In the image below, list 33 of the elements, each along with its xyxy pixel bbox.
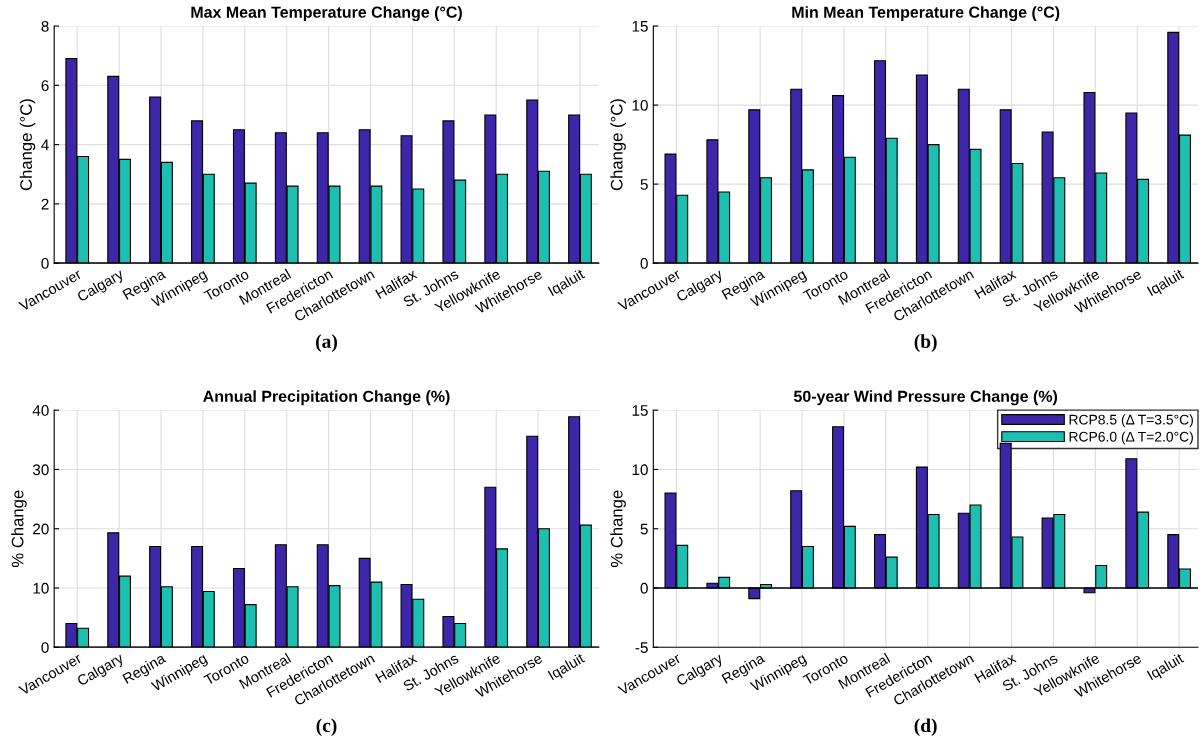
y-tick-label: 20: [33, 523, 49, 535]
y-tick-label: 30: [32, 464, 49, 476]
y-axis-title: Change (°C): [610, 99, 626, 191]
y-tick-label: 10: [632, 99, 648, 111]
y-tick-label: 0: [41, 258, 49, 269]
legend-label: RCP6.0 (Δ T=2.0°C): [1069, 431, 1193, 445]
y-tick-label: 6: [41, 80, 49, 91]
chart-title: Min Mean Temperature Change (°C): [792, 6, 1060, 22]
chart-title: Max Mean Temperature Change (°C): [191, 6, 462, 22]
y-tick-label: 15: [632, 21, 648, 32]
y-tick-label: 40: [32, 405, 49, 416]
text: (c): [316, 718, 337, 737]
y-tick-label: 5: [640, 179, 648, 190]
y-axis-title: % Change: [610, 490, 626, 568]
y-tick-label: 4: [41, 139, 49, 151]
legend-label: RCP8.5 (Δ T=3.5°C): [1069, 414, 1193, 428]
y-tick-label: 0: [640, 582, 648, 594]
y-tick-label: -5: [635, 642, 648, 653]
text: (a): [316, 334, 337, 352]
text: (d): [914, 718, 937, 737]
y-tick-label: 2: [41, 198, 49, 210]
y-tick-label: 10: [632, 464, 648, 476]
chart-title: 50-year Wind Pressure Change (%): [793, 390, 1058, 406]
y-axis-title: Change (°C): [19, 99, 36, 191]
y-tick-label: 10: [33, 582, 49, 594]
y-tick-label: 5: [640, 523, 648, 535]
y-axis-title: % Change: [11, 490, 27, 568]
y-tick-label: 15: [632, 405, 648, 416]
y-tick-label: 0: [640, 258, 648, 269]
chart-title: Annual Precipitation Change (%): [203, 390, 450, 406]
text: (b): [914, 334, 937, 352]
y-tick-label: 8: [41, 20, 49, 32]
y-tick-label: 0: [41, 642, 49, 653]
